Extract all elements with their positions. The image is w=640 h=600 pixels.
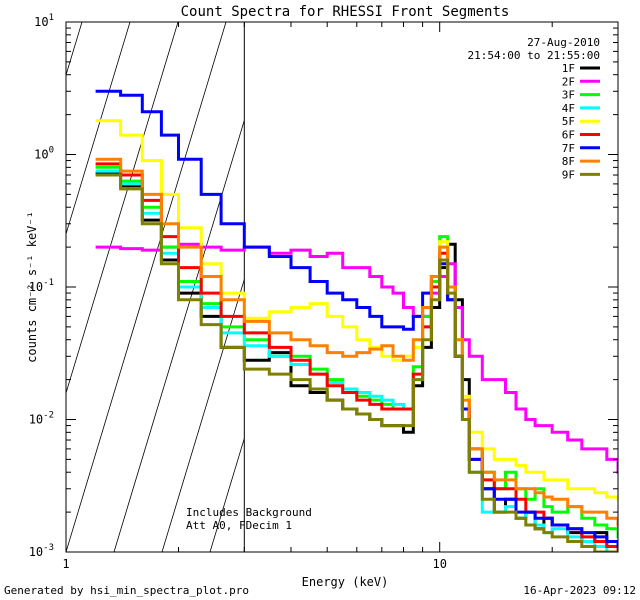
x-axis-label: Energy (keV) [302, 575, 389, 589]
legend-label-1F: 1F [562, 62, 575, 75]
legend-label-2F: 2F [562, 75, 575, 88]
series-1F-line [95, 171, 618, 552]
chart-title: Count Spectra for RHESSI Front Segments [181, 4, 510, 20]
footer-generated-by: Generated by hsi_min_spectra_plot.pro [4, 584, 249, 597]
series-5F-line [95, 119, 618, 501]
y-tick-label: 100 [34, 146, 54, 162]
legend-label-5F: 5F [562, 115, 575, 128]
axis-ticks [65, 21, 619, 553]
legend-label-3F: 3F [562, 89, 575, 102]
y-tick-label: 10-3 [29, 543, 54, 559]
series-7F-line [95, 89, 618, 548]
y-tick-label: 10-2 [29, 411, 54, 427]
series-8F-line [95, 157, 618, 527]
legend-label-4F: 4F [562, 102, 575, 115]
legend-label-6F: 6F [562, 129, 575, 142]
footer-timestamp: 16-Apr-2023 09:12 [523, 584, 636, 597]
legend-label-8F: 8F [562, 155, 575, 168]
series-2F-line [95, 242, 618, 474]
x-tick-label: 1 [62, 557, 69, 571]
hatch-line [66, 22, 227, 552]
hatch-line [209, 436, 245, 552]
series-group [95, 89, 618, 552]
hatch-line [66, 22, 131, 236]
y-tick-label: 10-1 [29, 278, 54, 294]
x-tick-label: 10 [432, 557, 446, 571]
axis-tick-labels: 1 10 101 100 10-1 10-2 10-3 [29, 13, 447, 571]
hatch-line [161, 277, 245, 552]
series-6F-line [95, 162, 618, 552]
legend-label-9F: 9F [562, 168, 575, 181]
legend-label-7F: 7F [562, 142, 575, 155]
series-9F-line [95, 173, 618, 552]
series-4F-line [95, 169, 618, 552]
legend-date: 27-Aug-2010 [527, 36, 600, 49]
annotation-attenuator: Att A0, FDecim 1 [186, 519, 292, 532]
y-tick-label: 101 [34, 13, 54, 29]
hatch-line [546, 22, 640, 552]
annotation-background: Includes Background [186, 506, 312, 519]
y-axis-label: counts cm⁻² s⁻¹ keV⁻¹ [25, 211, 39, 363]
legend-time-range: 21:54:00 to 21:55:00 [468, 49, 600, 62]
